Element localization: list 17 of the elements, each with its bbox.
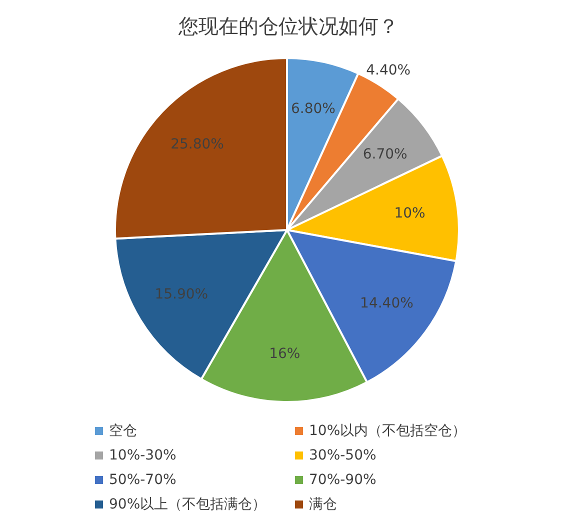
legend-label: 满仓 bbox=[309, 496, 337, 512]
data-label: 16% bbox=[269, 346, 300, 362]
data-label: 14.40% bbox=[360, 295, 414, 312]
data-label: 15.90% bbox=[154, 286, 208, 303]
legend-label: 空仓 bbox=[109, 423, 137, 439]
legend-label: 70%-90% bbox=[309, 472, 376, 488]
legend-label: 90%以上（不包括满仓） bbox=[109, 496, 266, 512]
data-label: 6.70% bbox=[362, 146, 408, 162]
legend-label: 10%-30% bbox=[109, 448, 176, 464]
chart-title: 您现在的仓位状况如何？ bbox=[178, 14, 398, 38]
data-label: 4.40% bbox=[366, 62, 411, 78]
data-label: 10% bbox=[394, 206, 426, 222]
legend-label: 50%-70% bbox=[109, 472, 176, 488]
legend-label: 10%以内（不包括空仓） bbox=[309, 423, 466, 439]
legend-label: 30%-50% bbox=[309, 448, 376, 464]
data-label: 6.80% bbox=[291, 100, 336, 117]
data-label: 25.80% bbox=[170, 136, 224, 153]
